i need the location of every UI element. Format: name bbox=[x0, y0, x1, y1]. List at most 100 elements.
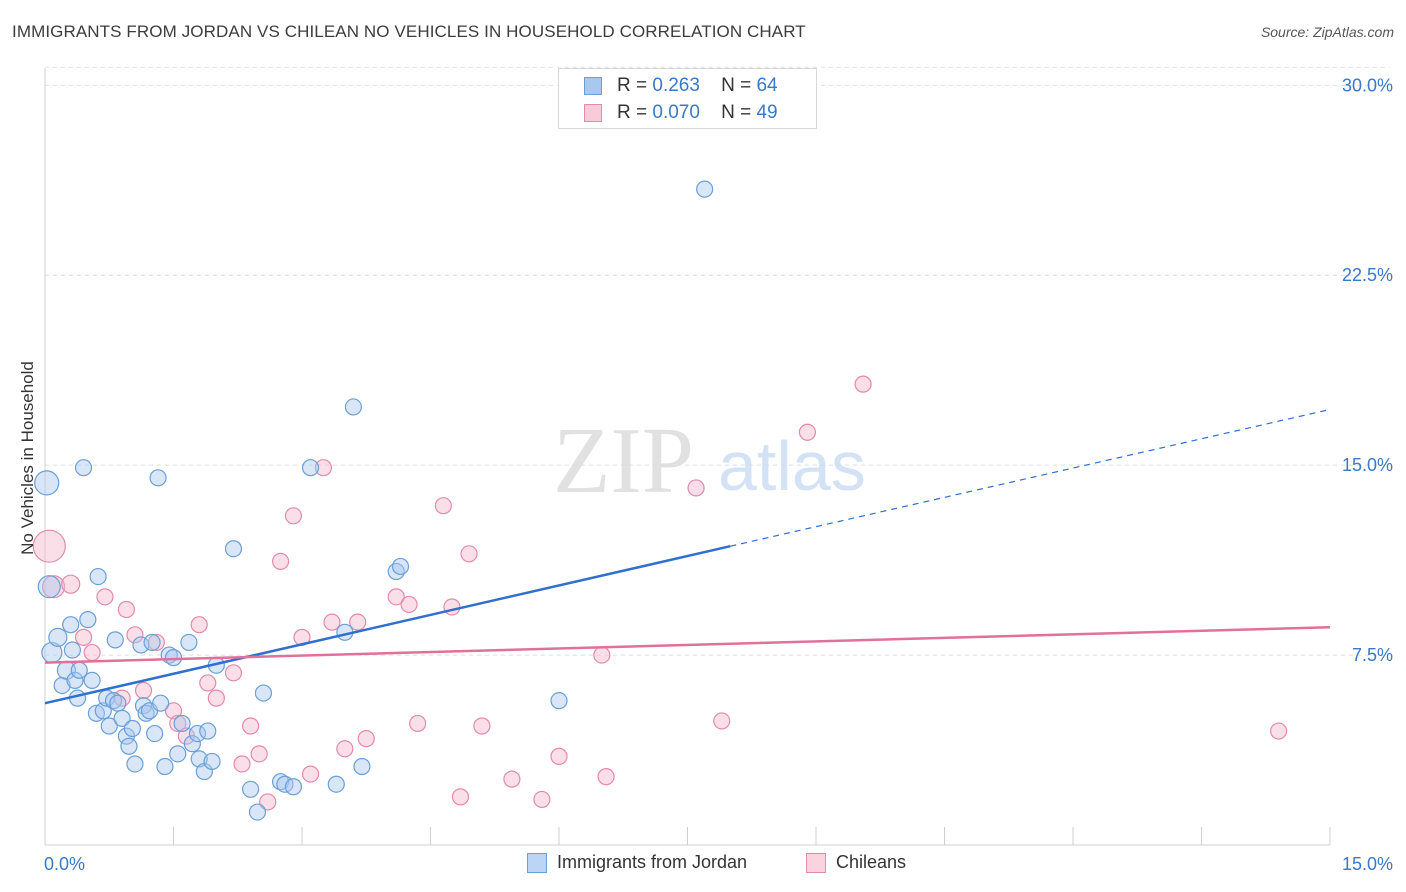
data-point bbox=[199, 674, 217, 692]
data-point bbox=[409, 714, 427, 733]
x-tick-label: 0.0% bbox=[44, 854, 85, 874]
r-value-jordan: 0.263 bbox=[652, 75, 700, 96]
data-point bbox=[53, 676, 71, 695]
data-point bbox=[152, 694, 170, 712]
data-point bbox=[550, 692, 568, 710]
data-point bbox=[533, 790, 551, 809]
data-point bbox=[284, 778, 303, 796]
data-point bbox=[87, 704, 106, 722]
data-point bbox=[109, 694, 127, 712]
tick-labels: 7.5% 15.0% 22.5% 30.0% 0.0% 15.0% bbox=[44, 75, 1393, 874]
data-point bbox=[344, 398, 362, 416]
series-chileans bbox=[32, 375, 1288, 811]
data-point bbox=[199, 722, 217, 740]
data-point bbox=[443, 598, 461, 616]
n-label: N = bbox=[721, 75, 752, 96]
data-point bbox=[242, 780, 260, 798]
data-point bbox=[248, 803, 267, 821]
data-point bbox=[143, 633, 161, 652]
n-label: N = bbox=[721, 102, 752, 123]
data-point bbox=[233, 755, 251, 773]
data-point bbox=[190, 616, 208, 634]
watermark-zip: ZIP bbox=[553, 409, 694, 513]
y-tick-label: 22.5% bbox=[1342, 265, 1393, 285]
grid-lines bbox=[45, 66, 1390, 656]
stats-text-jordan: R = 0.263 N = 64 bbox=[617, 75, 778, 97]
data-point bbox=[79, 611, 97, 629]
data-point bbox=[83, 671, 101, 690]
data-point bbox=[132, 636, 150, 654]
data-point bbox=[242, 717, 260, 735]
data-point bbox=[134, 681, 153, 700]
data-point bbox=[66, 671, 84, 690]
data-point bbox=[74, 459, 93, 477]
legend-label-jordan: Immigrants from Jordan bbox=[557, 852, 748, 872]
data-point bbox=[323, 613, 341, 631]
axes bbox=[44, 68, 1331, 846]
data-point bbox=[798, 423, 817, 441]
data-point bbox=[164, 649, 183, 667]
legend-swatch-pink bbox=[806, 852, 826, 873]
data-point bbox=[451, 788, 470, 806]
y-tick-label: 7.5% bbox=[1352, 645, 1393, 665]
data-point bbox=[94, 702, 112, 720]
data-point bbox=[224, 540, 243, 558]
data-point bbox=[357, 730, 375, 748]
data-point bbox=[37, 575, 61, 599]
data-point bbox=[126, 626, 144, 644]
r-label: R = bbox=[617, 102, 648, 123]
x-tick-label: 15.0% bbox=[1342, 854, 1393, 874]
data-point bbox=[327, 775, 345, 793]
data-point bbox=[593, 646, 611, 664]
trend-line bbox=[44, 544, 731, 705]
data-point bbox=[96, 588, 114, 606]
data-point bbox=[400, 595, 418, 614]
data-point bbox=[61, 574, 81, 594]
data-point bbox=[106, 631, 124, 649]
data-point bbox=[126, 755, 144, 773]
n-value-jordan: 64 bbox=[756, 75, 778, 96]
data-point bbox=[207, 689, 225, 707]
trend-line bbox=[44, 625, 1331, 664]
stats-box: R = 0.263 N = 64 R = 0.070 N = 49 bbox=[558, 68, 817, 129]
data-point bbox=[301, 459, 320, 477]
data-point bbox=[89, 567, 107, 586]
legend-item-jordan[interactable]: Immigrants from Jordan bbox=[527, 852, 747, 873]
data-point bbox=[74, 628, 93, 646]
data-point bbox=[301, 765, 320, 783]
data-point bbox=[120, 737, 138, 755]
data-point bbox=[164, 702, 183, 720]
data-point bbox=[353, 757, 371, 776]
data-point bbox=[83, 643, 101, 662]
trend-line-extension bbox=[730, 408, 1331, 547]
legend-label-chileans: Chileans bbox=[836, 852, 907, 872]
data-point bbox=[183, 735, 201, 753]
data-point bbox=[284, 507, 303, 525]
legend-swatch-blue bbox=[527, 852, 547, 873]
data-point bbox=[180, 633, 198, 652]
data-point bbox=[696, 180, 714, 198]
stats-row-jordan: R = 0.263 N = 64 bbox=[584, 74, 778, 98]
legend-item-chileans[interactable]: Chileans bbox=[806, 852, 906, 873]
r-label: R = bbox=[617, 75, 648, 96]
data-point bbox=[713, 712, 731, 730]
source-credit: Source: ZipAtlas.com bbox=[1260, 24, 1394, 40]
data-point bbox=[32, 529, 66, 563]
y-tick-label: 15.0% bbox=[1342, 455, 1393, 475]
y-tick-label: 30.0% bbox=[1342, 75, 1393, 95]
data-point bbox=[473, 717, 491, 735]
data-point bbox=[336, 740, 354, 758]
data-point bbox=[34, 470, 60, 496]
chart-title: IMMIGRANTS FROM JORDAN VS CHILEAN NO VEH… bbox=[12, 22, 806, 41]
data-point bbox=[188, 724, 207, 743]
data-point bbox=[146, 724, 164, 743]
data-point bbox=[62, 616, 80, 634]
data-point bbox=[550, 747, 568, 765]
watermark-atlas: atlas bbox=[718, 427, 866, 505]
data-point bbox=[100, 717, 118, 735]
data-point bbox=[271, 552, 290, 570]
data-point bbox=[391, 557, 410, 576]
data-point bbox=[254, 684, 273, 702]
data-point bbox=[854, 375, 872, 393]
data-point bbox=[259, 793, 277, 811]
